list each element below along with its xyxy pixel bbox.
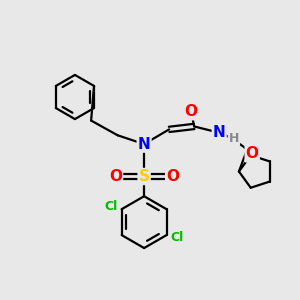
Text: N: N [138,136,151,152]
Text: O: O [185,104,198,119]
Text: O: O [246,146,259,161]
Text: O: O [166,169,179,184]
Text: O: O [109,169,122,184]
Text: H: H [229,132,239,145]
Text: N: N [213,125,226,140]
Text: S: S [139,169,150,184]
Text: Cl: Cl [105,200,118,213]
Text: Cl: Cl [170,231,184,244]
